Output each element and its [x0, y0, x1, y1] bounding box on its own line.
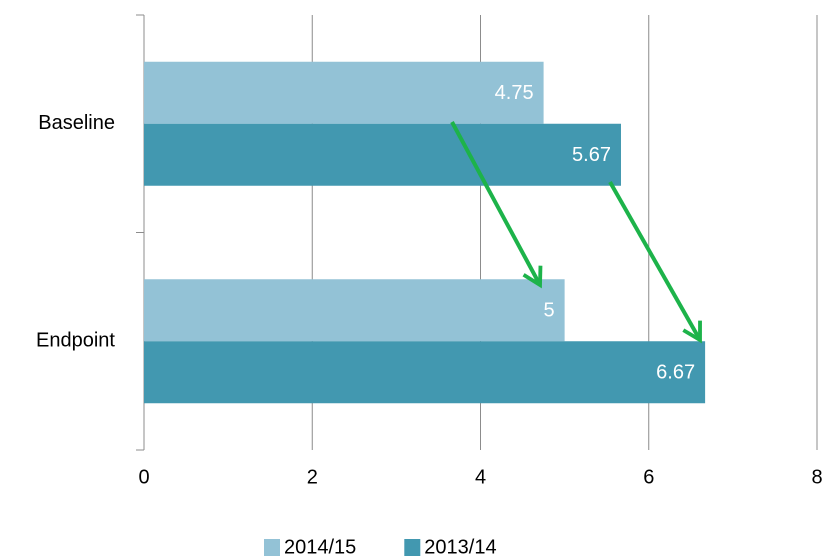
legend-swatch: [404, 539, 421, 556]
plot-area: 0 2 4 6 8 Baseline 4.75 5.67 Endpoint 5 6.67 2014/1…: [36, 14, 823, 558]
bar: [144, 61, 544, 124]
x-tick-label: 8: [811, 466, 822, 488]
data-label: 5.67: [572, 144, 611, 166]
bar: [144, 279, 565, 342]
arrow: [450, 121, 543, 289]
x-tick-label: 6: [643, 466, 654, 488]
annotations: [450, 121, 702, 344]
y-tick-label: Endpoint: [36, 330, 115, 352]
legend: 2014/15 2013/14: [264, 536, 497, 558]
bar: [144, 341, 706, 404]
data-label: 6.67: [656, 362, 695, 384]
legend-swatch: [264, 539, 280, 556]
bar: [144, 123, 621, 186]
x-tick-label: 2: [307, 466, 318, 488]
x-tick-label: 4: [475, 466, 486, 488]
y-tick-label: Baseline: [38, 112, 115, 134]
legend-label: 2014/15: [284, 536, 356, 558]
x-tick-label: 0: [138, 466, 149, 488]
legend-label: 2013/14: [424, 536, 496, 558]
data-label: 4.75: [495, 82, 534, 104]
arrow: [608, 181, 702, 344]
data-label: 5: [544, 300, 555, 322]
